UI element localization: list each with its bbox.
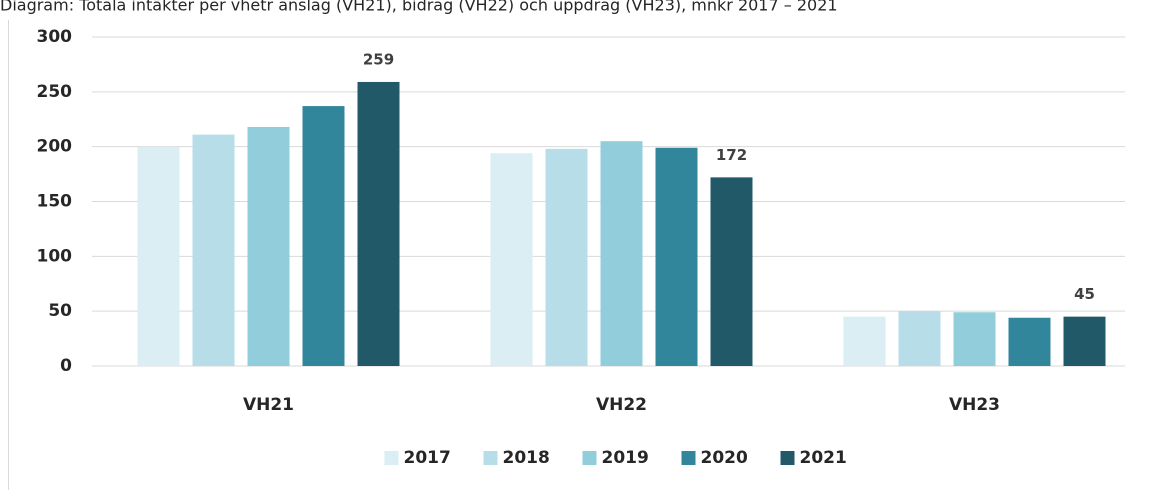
legend-label: 2017 (404, 448, 451, 468)
bar (953, 312, 996, 366)
y-tick-label: 0 (60, 356, 72, 376)
data-label: 172 (716, 146, 747, 164)
y-tick-label: 250 (37, 82, 73, 102)
x-tick-label: VH23 (949, 395, 1000, 415)
y-tick-label: 50 (48, 301, 72, 321)
bar (247, 126, 290, 366)
bar (843, 316, 886, 366)
legend-label: 2021 (800, 448, 847, 468)
bar (1008, 317, 1051, 366)
y-tick-label: 150 (37, 192, 73, 212)
legend-label: 2020 (701, 448, 748, 468)
data-label: 45 (1074, 285, 1095, 303)
bar (600, 141, 643, 366)
bar (137, 146, 180, 366)
bar (710, 177, 753, 366)
chart-title: Diagram: Totala intäkter per vhetr ansla… (0, 0, 838, 15)
y-tick-label: 300 (37, 27, 73, 47)
legend-swatch (681, 451, 696, 465)
legend-label: 2019 (602, 448, 649, 468)
x-tick-label: VH21 (243, 395, 294, 415)
bar (655, 147, 698, 366)
bar (1063, 316, 1106, 366)
bar (490, 153, 533, 366)
legend-swatch (582, 451, 597, 465)
legend-label: 2018 (503, 448, 550, 468)
bar (357, 81, 400, 367)
x-tick-label: VH22 (596, 395, 647, 415)
y-tick-label: 200 (37, 137, 73, 157)
bar (192, 134, 235, 366)
data-label: 259 (363, 50, 394, 68)
bar (545, 148, 588, 366)
legend-swatch (384, 451, 399, 465)
bar (898, 311, 941, 366)
legend-swatch (483, 451, 498, 465)
legend-swatch (780, 451, 795, 465)
bar (302, 106, 345, 366)
y-tick-label: 100 (37, 246, 73, 266)
